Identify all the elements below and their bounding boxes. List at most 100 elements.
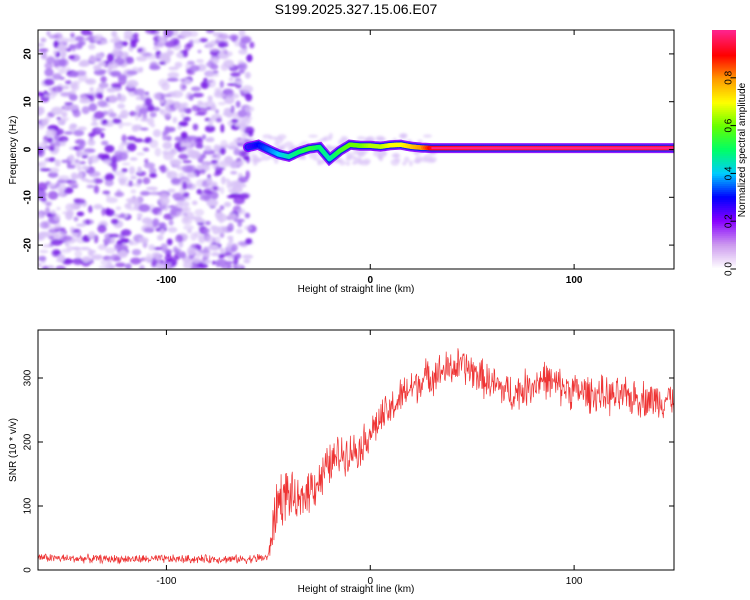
noise-speckle	[168, 66, 179, 71]
noise-speckle	[184, 142, 191, 148]
colorbar-cell	[712, 131, 736, 135]
noise-speckle	[423, 134, 433, 138]
noise-speckle	[38, 262, 43, 268]
colorbar-cell	[712, 159, 736, 163]
noise-speckle	[216, 152, 221, 161]
noise-speckle	[104, 179, 114, 187]
noise-speckle	[213, 144, 221, 153]
noise-speckle	[49, 226, 60, 230]
colorbar-cell	[712, 259, 736, 262]
noise-speckle	[244, 106, 255, 112]
noise-speckle	[111, 30, 118, 38]
noise-speckle	[110, 155, 118, 164]
noise-speckle	[193, 38, 201, 44]
noise-speckle	[142, 177, 151, 185]
noise-speckle	[56, 206, 61, 211]
colorbar-cell	[712, 113, 736, 117]
noise-speckle	[97, 100, 108, 107]
noise-speckle	[38, 212, 43, 218]
noise-speckle	[182, 49, 189, 58]
noise-speckle	[237, 176, 249, 183]
noise-speckle	[206, 199, 219, 207]
noise-speckle	[204, 145, 212, 152]
noise-speckle	[359, 160, 370, 166]
noise-speckle	[128, 242, 139, 246]
noise-speckle	[88, 170, 101, 178]
noise-speckle	[226, 242, 233, 249]
noise-speckle	[101, 140, 109, 146]
colorbar-cell	[712, 35, 736, 39]
colorbar-cell	[712, 189, 736, 192]
noise-speckle	[137, 166, 142, 173]
noise-speckle	[81, 165, 89, 171]
noise-speckle	[88, 43, 96, 50]
noise-speckle	[126, 79, 139, 88]
noise-speckle	[162, 132, 167, 141]
noise-speckle	[233, 218, 245, 223]
colorbar-cell	[712, 161, 736, 165]
colorbar-cell	[712, 109, 736, 113]
noise-speckle	[245, 238, 253, 245]
noise-speckle	[151, 251, 162, 260]
noise-speckle	[45, 115, 51, 123]
noise-speckle	[215, 117, 223, 123]
noise-speckle	[69, 226, 74, 232]
x-tick-label: -100	[156, 576, 176, 587]
noise-speckle	[228, 76, 234, 82]
noise-speckle	[108, 62, 114, 71]
noise-speckle	[205, 235, 216, 244]
noise-speckle	[218, 33, 229, 40]
colorbar-cell	[712, 199, 736, 202]
noise-speckle	[190, 265, 200, 269]
noise-speckle	[402, 161, 407, 166]
noise-speckle	[204, 125, 216, 133]
noise-speckle	[319, 137, 326, 142]
noise-speckle	[211, 260, 217, 265]
noise-speckle	[52, 249, 61, 256]
noise-speckle	[194, 231, 201, 238]
noise-speckle	[188, 94, 194, 101]
snr-series-line	[38, 348, 674, 565]
noise-speckle	[186, 70, 195, 75]
noise-speckle	[233, 256, 239, 266]
noise-speckle	[91, 254, 103, 260]
noise-speckle	[41, 197, 47, 202]
noise-speckle	[188, 39, 194, 45]
noise-speckle	[93, 66, 102, 71]
colorbar-cell	[712, 247, 736, 250]
noise-speckle	[284, 141, 294, 148]
noise-speckle	[87, 139, 96, 146]
colorbar-cell	[712, 117, 736, 121]
snr-frame	[37, 329, 675, 571]
noise-speckle	[352, 151, 358, 155]
noise-speckle	[152, 129, 162, 138]
noise-speckle	[199, 169, 206, 175]
noise-speckle	[98, 62, 106, 67]
noise-speckle	[97, 69, 107, 74]
colorbar-cell	[712, 31, 736, 35]
noise-speckle	[215, 258, 228, 267]
noise-speckle	[166, 77, 179, 82]
noise-speckle	[353, 159, 361, 164]
noise-speckle	[274, 159, 279, 164]
noise-speckle	[89, 39, 96, 44]
noise-speckle	[52, 91, 59, 97]
noise-speckle	[121, 122, 133, 126]
noise-speckle	[77, 126, 87, 131]
colorbar-cell	[712, 261, 736, 264]
noise-speckle	[87, 231, 96, 240]
y-tick-label: 300	[23, 369, 34, 386]
noise-speckle	[179, 82, 187, 92]
noise-speckle	[219, 147, 226, 155]
colorbar-cell	[712, 133, 736, 137]
noise-speckle	[160, 164, 167, 174]
noise-speckle	[190, 86, 201, 92]
colorbar-tick-label: 0.6	[724, 118, 735, 132]
noise-speckle	[136, 152, 145, 156]
colorbar-cell	[712, 51, 736, 55]
noise-speckle	[71, 246, 81, 251]
noise-speckle	[102, 190, 111, 195]
noise-speckle	[100, 259, 111, 266]
noise-speckle	[88, 31, 94, 37]
